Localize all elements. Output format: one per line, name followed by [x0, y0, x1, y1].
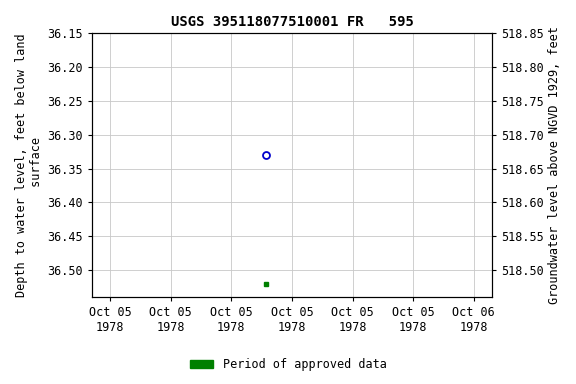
Y-axis label: Groundwater level above NGVD 1929, feet: Groundwater level above NGVD 1929, feet — [548, 26, 561, 304]
Y-axis label: Depth to water level, feet below land
 surface: Depth to water level, feet below land su… — [15, 33, 43, 297]
Legend: Period of approved data: Period of approved data — [185, 354, 391, 376]
Title: USGS 395118077510001 FR   595: USGS 395118077510001 FR 595 — [170, 15, 414, 29]
